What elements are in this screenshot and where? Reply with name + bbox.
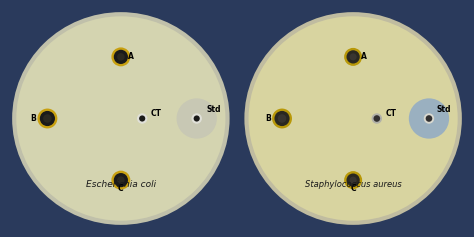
Text: Staphylococcus aureus: Staphylococcus aureus [305, 180, 401, 189]
Ellipse shape [374, 115, 380, 122]
Text: C: C [118, 184, 124, 193]
Ellipse shape [117, 53, 125, 61]
Text: Std: Std [206, 105, 220, 114]
Ellipse shape [424, 113, 434, 124]
Text: B: B [30, 114, 36, 123]
Text: Std: Std [437, 105, 451, 114]
Ellipse shape [349, 53, 356, 60]
Text: CT: CT [151, 109, 162, 118]
Ellipse shape [274, 111, 290, 126]
Ellipse shape [43, 114, 52, 123]
Text: C: C [350, 184, 356, 193]
Ellipse shape [191, 113, 202, 124]
Ellipse shape [111, 47, 130, 66]
Ellipse shape [246, 14, 460, 223]
Text: Escherichia coli: Escherichia coli [86, 180, 156, 189]
Ellipse shape [40, 111, 55, 126]
Ellipse shape [346, 50, 360, 64]
Text: CT: CT [385, 109, 397, 118]
Ellipse shape [193, 115, 200, 122]
Ellipse shape [278, 114, 286, 123]
Ellipse shape [372, 113, 382, 124]
Text: A: A [128, 52, 134, 61]
Ellipse shape [114, 173, 128, 187]
Text: B: B [265, 114, 271, 123]
Ellipse shape [344, 171, 362, 189]
Ellipse shape [111, 171, 130, 190]
Ellipse shape [37, 109, 57, 128]
Text: A: A [361, 52, 366, 61]
Ellipse shape [14, 14, 228, 223]
Ellipse shape [117, 176, 125, 184]
Ellipse shape [139, 115, 145, 122]
Ellipse shape [349, 177, 356, 184]
Ellipse shape [344, 48, 362, 66]
Ellipse shape [176, 98, 217, 139]
Ellipse shape [272, 109, 292, 128]
Ellipse shape [346, 173, 360, 187]
Ellipse shape [409, 98, 449, 139]
Ellipse shape [114, 50, 128, 64]
Ellipse shape [137, 113, 147, 124]
Ellipse shape [426, 115, 432, 122]
